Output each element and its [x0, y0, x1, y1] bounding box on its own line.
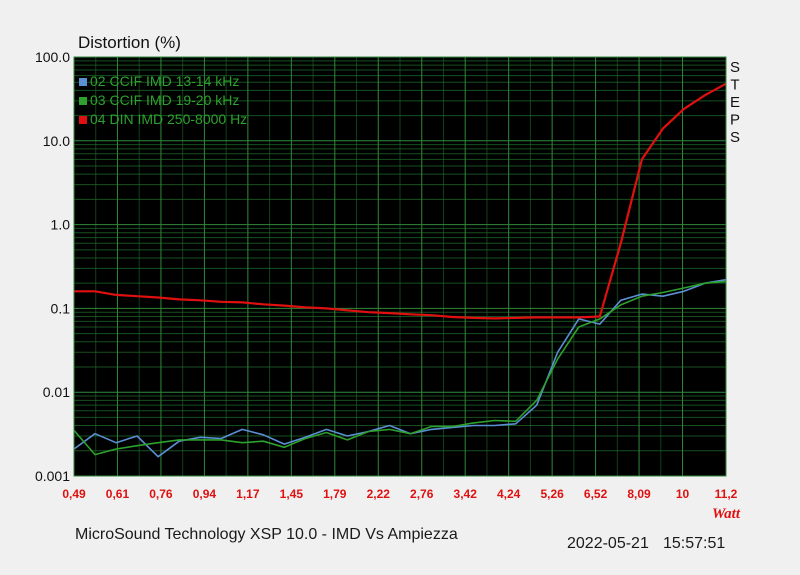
legend-swatch [79, 97, 87, 105]
x-tick-label: 0,49 [62, 487, 86, 501]
x-tick-label: 0,94 [193, 487, 217, 501]
x-axis-title: Watt [712, 506, 741, 522]
y-tick-label: 10.0 [43, 133, 70, 149]
legend: 02 CCIF IMD 13-14 kHz 03 CCIF IMD 19-20 k… [79, 73, 247, 127]
y-axis-title: Distortion (%) [78, 33, 181, 52]
series-line-2 [73, 280, 727, 456]
legend-label: 03 CCIF IMD 19-20 kHz [90, 92, 239, 108]
x-tick-label: 8,09 [627, 487, 651, 501]
y-tick-label: 0.1 [51, 300, 71, 316]
y-tick-label: 0.001 [35, 468, 70, 484]
footer-time: 15:57:51 [663, 535, 726, 552]
steps-letter: S [730, 129, 740, 146]
minor-grid [74, 57, 726, 476]
legend-label: 02 CCIF IMD 13-14 kHz [90, 73, 239, 89]
steps-letter: S [730, 59, 740, 76]
y-tick-label: 1.0 [51, 217, 71, 233]
series-layer [73, 82, 727, 458]
steps-letter: T [730, 77, 739, 94]
y-tick-label: 100.0 [35, 49, 70, 65]
x-tick-label: 2,76 [410, 487, 434, 501]
x-tick-label: 5,26 [540, 487, 564, 501]
footer-date: 2022-05-21 [567, 535, 649, 552]
x-axis-ticks: 0,49 0,61 0,76 0,94 1,17 1,45 1,79 2,22 2,76 3,42… [62, 487, 737, 501]
steps-letter: P [730, 112, 740, 129]
plot-border [73, 56, 727, 477]
x-tick-label: 0,76 [149, 487, 173, 501]
x-tick-label: 1,17 [236, 487, 260, 501]
series-line-3 [74, 82, 727, 320]
y-tick-label: 0.01 [43, 384, 70, 400]
x-tick-label: 4,24 [497, 487, 521, 501]
y-axis-ticks: 100.0 10.0 1.0 0.1 0.01 0.001 [35, 49, 70, 484]
legend-swatch [79, 78, 87, 86]
x-tick-label: 3,42 [454, 487, 478, 501]
x-tick-label: 2,22 [367, 487, 391, 501]
steps-letter: E [730, 94, 740, 111]
x-tick-label: 1,45 [280, 487, 304, 501]
x-tick-label: 6,52 [584, 487, 608, 501]
legend-swatch [79, 116, 87, 124]
x-tick-label: 10 [676, 487, 690, 501]
footer-title: MicroSound Technology XSP 10.0 - IMD Vs … [75, 526, 458, 543]
legend-label: 04 DIN IMD 250-8000 Hz [90, 111, 247, 127]
x-tick-label: 0,61 [106, 487, 130, 501]
x-tick-label: 1,79 [323, 487, 347, 501]
x-tick-label: 11,2 [715, 487, 738, 501]
